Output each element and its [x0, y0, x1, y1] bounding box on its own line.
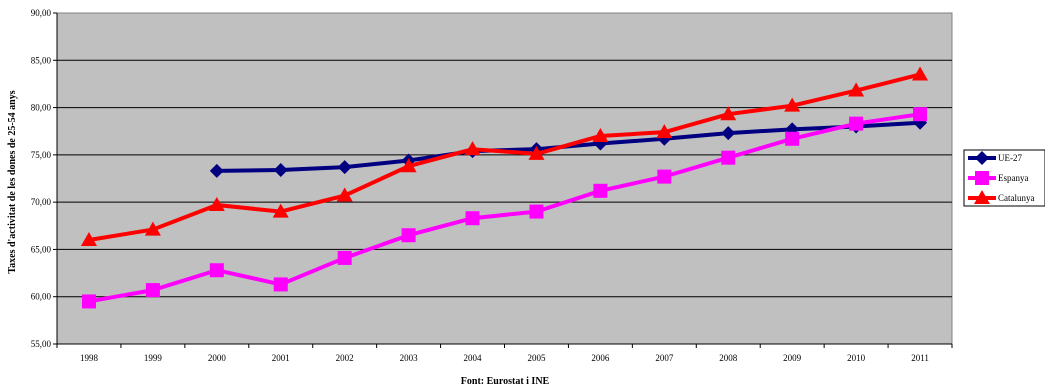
y-tick-label: 90,00 [31, 8, 52, 18]
y-axis-title: Taxes d'activitat de les dones de 25-54 … [7, 90, 18, 273]
data-point-espanya [145, 283, 160, 298]
data-point-espanya [785, 131, 800, 146]
data-point-catalunya [720, 106, 737, 121]
data-point-catalunya [400, 158, 417, 173]
legend-label: Espanya [998, 173, 1029, 183]
y-tick-label: 65,00 [31, 244, 52, 254]
x-tick-label: 2004 [464, 353, 483, 363]
legend: UE-27 Espanya Catalunya [963, 149, 1045, 207]
data-point-catalunya [528, 145, 545, 160]
data-point-espanya [209, 263, 224, 278]
legend-label: Catalunya [998, 193, 1035, 203]
data-point-catalunya [848, 82, 865, 97]
x-tick-label: 1998 [80, 353, 99, 363]
data-point-espanya [81, 294, 96, 309]
y-tick-label: 70,00 [31, 197, 52, 207]
x-tick-label: 2000 [208, 353, 227, 363]
data-point-catalunya [272, 203, 289, 218]
x-tick-label: 2003 [400, 353, 419, 363]
x-tick-label: 2007 [655, 353, 674, 363]
data-point-espanya [721, 150, 736, 165]
data-point-catalunya [464, 141, 481, 156]
x-tick-label: 2009 [783, 353, 802, 363]
data-point-ue-27 [273, 162, 288, 177]
data-point-espanya [273, 277, 288, 292]
legend-marker [975, 171, 989, 185]
data-point-catalunya [592, 127, 609, 142]
legend-label: UE-27 [998, 153, 1022, 163]
x-tick-label: 2011 [911, 353, 929, 363]
y-tick-label: 60,00 [31, 292, 52, 302]
x-tick-label: 2001 [272, 353, 290, 363]
y-tick-label: 75,00 [31, 150, 52, 160]
data-point-espanya [337, 250, 352, 265]
data-point-espanya [529, 204, 544, 219]
data-point-espanya [913, 107, 928, 122]
data-point-espanya [849, 116, 864, 131]
x-axis-title: Font: Eurostat i INE [461, 376, 550, 387]
legend-marker [975, 151, 989, 165]
y-tick-label: 85,00 [31, 55, 52, 65]
data-point-espanya [465, 211, 480, 226]
data-point-espanya [657, 169, 672, 184]
data-point-catalunya [144, 221, 161, 236]
series-line-catalunya [88, 72, 921, 242]
x-tick-label: 2005 [527, 353, 546, 363]
x-tick-label: 2008 [719, 353, 738, 363]
x-tick-label: 2002 [336, 353, 354, 363]
data-point-catalunya [80, 231, 97, 246]
data-point-espanya [401, 228, 416, 243]
data-point-espanya [593, 183, 608, 198]
data-point-ue-27 [337, 160, 352, 175]
data-point-catalunya [656, 124, 673, 139]
x-tick-label: 2010 [847, 353, 866, 363]
x-tick-label: 1999 [144, 353, 163, 363]
x-tick-label: 2006 [591, 353, 610, 363]
data-point-catalunya [336, 187, 353, 202]
legend-marker [974, 190, 990, 204]
series-line-espanya [88, 112, 921, 304]
data-point-ue-27 [209, 163, 224, 178]
data-point-ue-27 [721, 126, 736, 141]
y-tick-label: 80,00 [31, 103, 52, 113]
y-tick-label: 55,00 [31, 339, 52, 349]
data-point-catalunya [912, 66, 929, 81]
data-point-catalunya [208, 196, 225, 211]
plot-area [56, 12, 953, 345]
data-point-catalunya [784, 97, 801, 112]
